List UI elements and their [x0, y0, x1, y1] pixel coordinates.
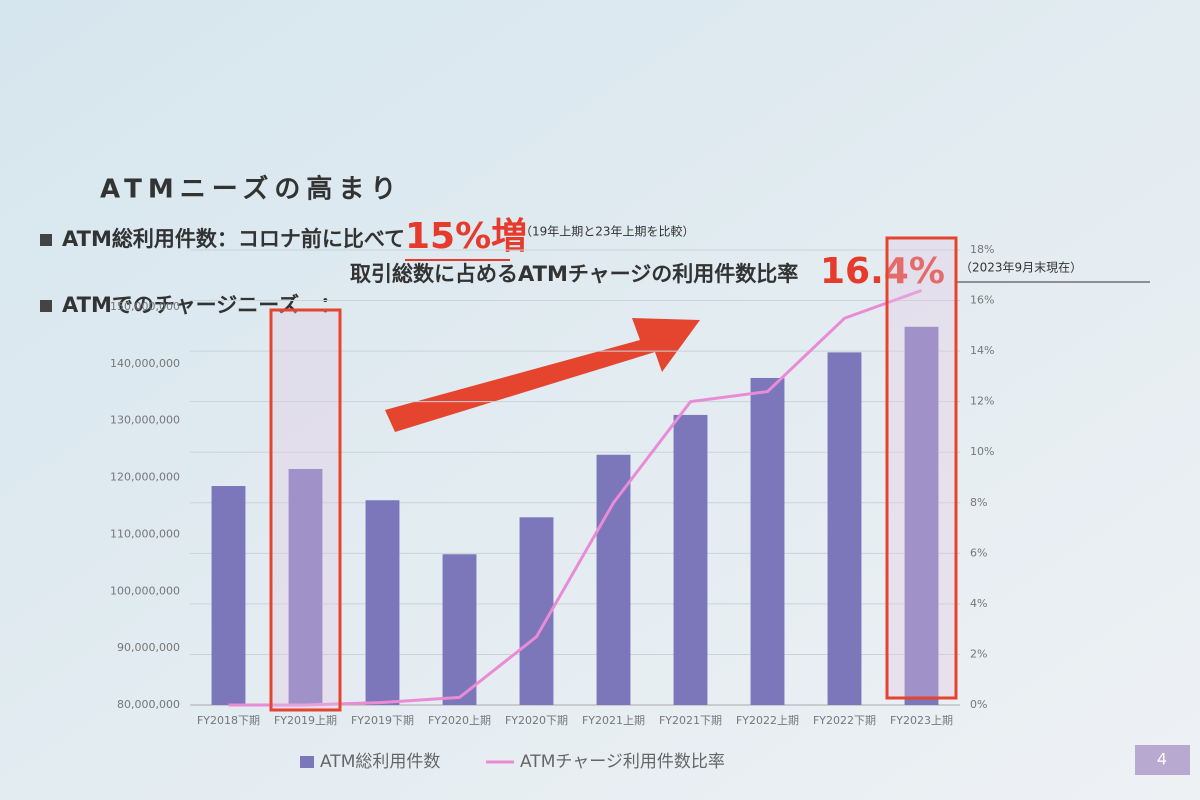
- bar: [673, 414, 708, 705]
- note: （19年上期と23年上期を比較）: [520, 224, 695, 239]
- x-tick-label: FY2019下期: [351, 714, 414, 727]
- y2-tick-label: 18%: [970, 243, 994, 256]
- y2-tick-label: 0%: [970, 698, 987, 711]
- bar: [288, 468, 323, 705]
- bar: [750, 377, 785, 705]
- bar: [827, 352, 862, 705]
- bar: [519, 517, 554, 705]
- bar: [904, 326, 939, 705]
- bullet-text: 取引総数に占めるATMチャージの利用件数比率: [350, 262, 798, 286]
- highlight-box: [885, 236, 958, 700]
- y-tick-label: 130,000,000: [110, 414, 180, 427]
- bar: [596, 454, 631, 705]
- x-tick-label: FY2018下期: [197, 714, 260, 727]
- y-tick-label: 90,000,000: [117, 641, 180, 654]
- bullet-square: [40, 300, 52, 312]
- y2-tick-label: 16%: [970, 294, 994, 307]
- highlight: 15%増: [405, 216, 527, 257]
- y-tick-label: 120,000,000: [110, 471, 180, 484]
- x-tick-label: FY2019上期: [274, 714, 337, 727]
- y2-tick-label: 2%: [970, 647, 987, 660]
- bullet-square: [40, 234, 52, 246]
- legend-swatch: [300, 756, 314, 768]
- legend-label: ATMチャージ利用件数比率: [520, 752, 725, 772]
- y-tick-label: 150,000,000: [110, 300, 180, 313]
- y2-tick-label: 4%: [970, 597, 987, 610]
- page-box: [1135, 745, 1190, 775]
- page-number: 4: [1157, 750, 1167, 769]
- y-tick-label: 100,000,000: [110, 584, 180, 597]
- x-tick-label: FY2020上期: [428, 714, 491, 727]
- x-tick-label: FY2022下期: [813, 714, 876, 727]
- line: [228, 289, 923, 707]
- heading: ATMニーズの高まり: [100, 174, 402, 205]
- highlight-box: [269, 308, 342, 712]
- y2-tick-label: 8%: [970, 496, 987, 509]
- x-tick-label: FY2020下期: [505, 714, 568, 727]
- y-tick-label: 110,000,000: [110, 527, 180, 540]
- y2-tick-label: 12%: [970, 395, 994, 408]
- bar: [211, 486, 246, 705]
- trend-arrow: [385, 318, 700, 432]
- y2-tick-label: 6%: [970, 546, 987, 559]
- y-tick-label: 80,000,000: [117, 698, 180, 711]
- y2-tick-label: 14%: [970, 344, 994, 357]
- x-tick-label: FY2021下期: [659, 714, 722, 727]
- bar: [442, 554, 477, 705]
- x-tick-label: FY2022上期: [736, 714, 799, 727]
- bullet-text: ATM総利用件数：コロナ前に比べて: [62, 227, 405, 251]
- x-tick-label: FY2021上期: [582, 714, 645, 727]
- y-tick-label: 140,000,000: [110, 357, 180, 370]
- legend-label: ATM総利用件数: [320, 752, 440, 772]
- highlight: 16.4%: [820, 251, 945, 292]
- bullet-text: ATMでのチャージニーズ ：: [62, 293, 341, 317]
- y2-tick-label: 10%: [970, 445, 994, 458]
- bar: [365, 500, 400, 705]
- x-tick-label: FY2023上期: [890, 714, 953, 727]
- note: （2023年9月末現在）: [960, 261, 1082, 275]
